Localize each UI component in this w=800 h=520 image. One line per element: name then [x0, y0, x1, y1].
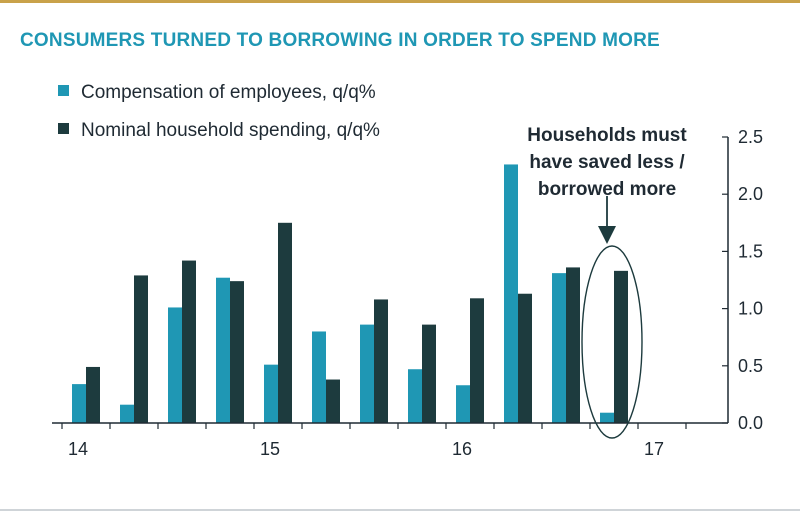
bar-compensation-15Q3	[360, 324, 374, 423]
highlight-ellipse	[581, 245, 643, 439]
bar-compensation-16Q3	[552, 273, 566, 423]
x-tick-label: 16	[452, 439, 472, 459]
legend-label-compensation: Compensation of employees, q/q%	[81, 82, 376, 103]
bar-spending-15Q2	[326, 379, 340, 423]
bar-compensation-15Q2	[312, 331, 326, 423]
top-accent-rule	[0, 0, 800, 3]
bottom-rule	[0, 509, 800, 511]
x-tick-label: 15	[260, 439, 280, 459]
bar-compensation-14Q4	[216, 277, 230, 423]
bar-compensation-16Q4	[600, 412, 614, 423]
bar-spending-16Q1	[470, 298, 484, 423]
bar-spending-16Q4	[614, 270, 628, 423]
y-tick-label: 0.0	[738, 413, 763, 433]
y-tick-label: 1.0	[738, 299, 763, 319]
bar-spending-15Q1	[278, 222, 292, 423]
bar-spending-14Q4	[230, 281, 244, 423]
bar-spending-14Q2	[134, 275, 148, 423]
bar-compensation-15Q4	[408, 369, 422, 423]
bar-spending-15Q4	[422, 324, 436, 423]
bar-compensation-15Q1	[264, 364, 278, 423]
bar-compensation-16Q1	[456, 385, 470, 423]
legend-item-compensation: Compensation of employees, q/q%	[58, 82, 376, 104]
bars-group	[72, 164, 628, 423]
y-tick-label: 2.0	[738, 184, 763, 204]
annotation-text: Households must have saved less / borrow…	[527, 125, 687, 200]
y-tick-label: 0.5	[738, 356, 763, 376]
bar-spending-14Q3	[182, 260, 196, 423]
x-tick-label: 17	[644, 439, 664, 459]
legend-swatch-compensation	[58, 85, 69, 97]
y-tick-label: 2.5	[738, 127, 763, 147]
bar-compensation-16Q2	[504, 164, 518, 423]
axes-group: 14 15 16 17 0.0 0.5 1.0 1.5 2.0 2.5	[52, 127, 763, 459]
bar-spending-15Q3	[374, 299, 388, 423]
legend-swatch-spending	[58, 123, 69, 135]
legend-item-spending: Nominal household spending, q/q%	[58, 120, 380, 142]
y-tick-label: 1.5	[738, 241, 763, 261]
x-tick-label: 14	[68, 439, 88, 459]
bar-compensation-14Q1	[72, 384, 86, 423]
bar-compensation-14Q3	[168, 307, 182, 423]
bar-spending-14Q1	[86, 366, 100, 423]
chart-title: CONSUMERS TURNED TO BORROWING IN ORDER T…	[20, 30, 660, 51]
bar-compensation-14Q2	[120, 404, 134, 423]
legend-label-spending: Nominal household spending, q/q%	[81, 120, 380, 141]
bar-spending-16Q2	[518, 293, 532, 423]
bar-spending-16Q3	[566, 267, 580, 423]
